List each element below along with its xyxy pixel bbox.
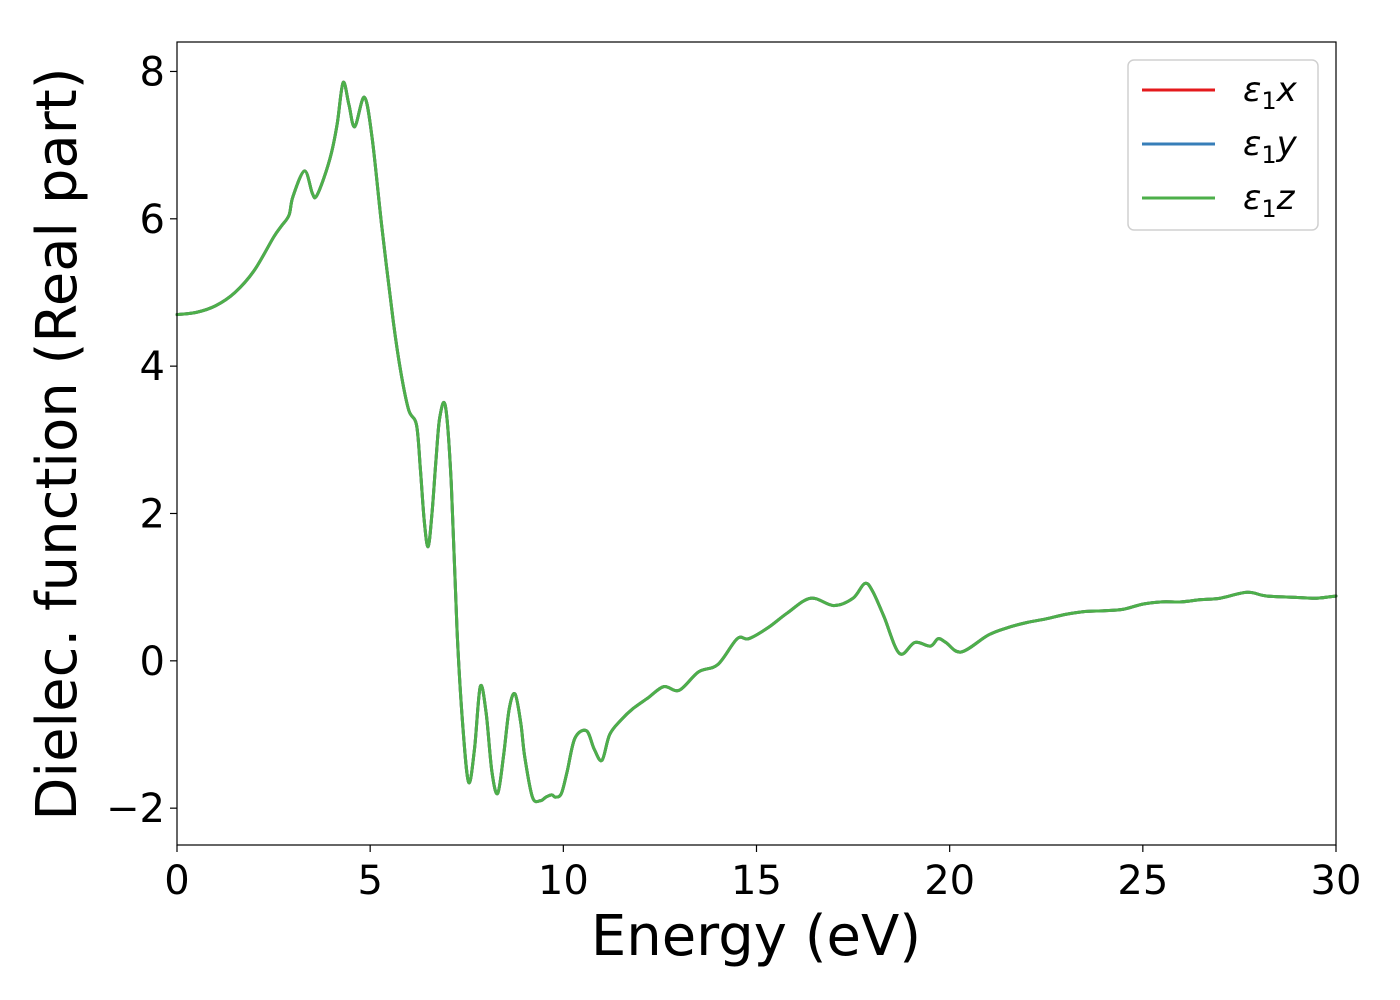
y-tick-label: 6 [140, 197, 165, 243]
y-tick-label: −2 [106, 786, 165, 832]
y-tick-label: 0 [140, 639, 165, 685]
y-tick-label: 8 [140, 49, 165, 95]
legend: ε1x ε1y ε1z [1127, 59, 1319, 231]
y-axis-ticks: −2 0 2 4 6 8 [106, 49, 177, 832]
y-axis-title: Dielec. function (Real part) [25, 67, 90, 820]
legend-label: ε1x [1243, 70, 1298, 115]
y-tick-label: 4 [140, 344, 165, 390]
x-axis-ticks: 0 5 10 15 20 25 30 [164, 845, 1361, 904]
series-layer [175, 80, 1338, 804]
x-tick-label: 20 [924, 858, 975, 904]
x-tick-label: 0 [164, 858, 189, 904]
x-tick-label: 15 [731, 858, 782, 904]
legend-entry-x: ε1x [1142, 70, 1298, 115]
legend-entry-y: ε1y [1142, 124, 1298, 169]
x-axis-title: Energy (eV) [591, 904, 921, 969]
legend-label: ε1y [1243, 124, 1298, 169]
x-tick-label: 5 [357, 858, 382, 904]
x-tick-label: 25 [1117, 858, 1168, 904]
x-tick-label: 10 [538, 858, 589, 904]
y-tick-label: 2 [140, 491, 165, 537]
legend-label: ε1z [1243, 178, 1296, 223]
series-line-z [175, 80, 1338, 804]
x-tick-label: 30 [1311, 858, 1362, 904]
legend-entry-z: ε1z [1142, 178, 1296, 223]
legend-box [1127, 59, 1319, 231]
